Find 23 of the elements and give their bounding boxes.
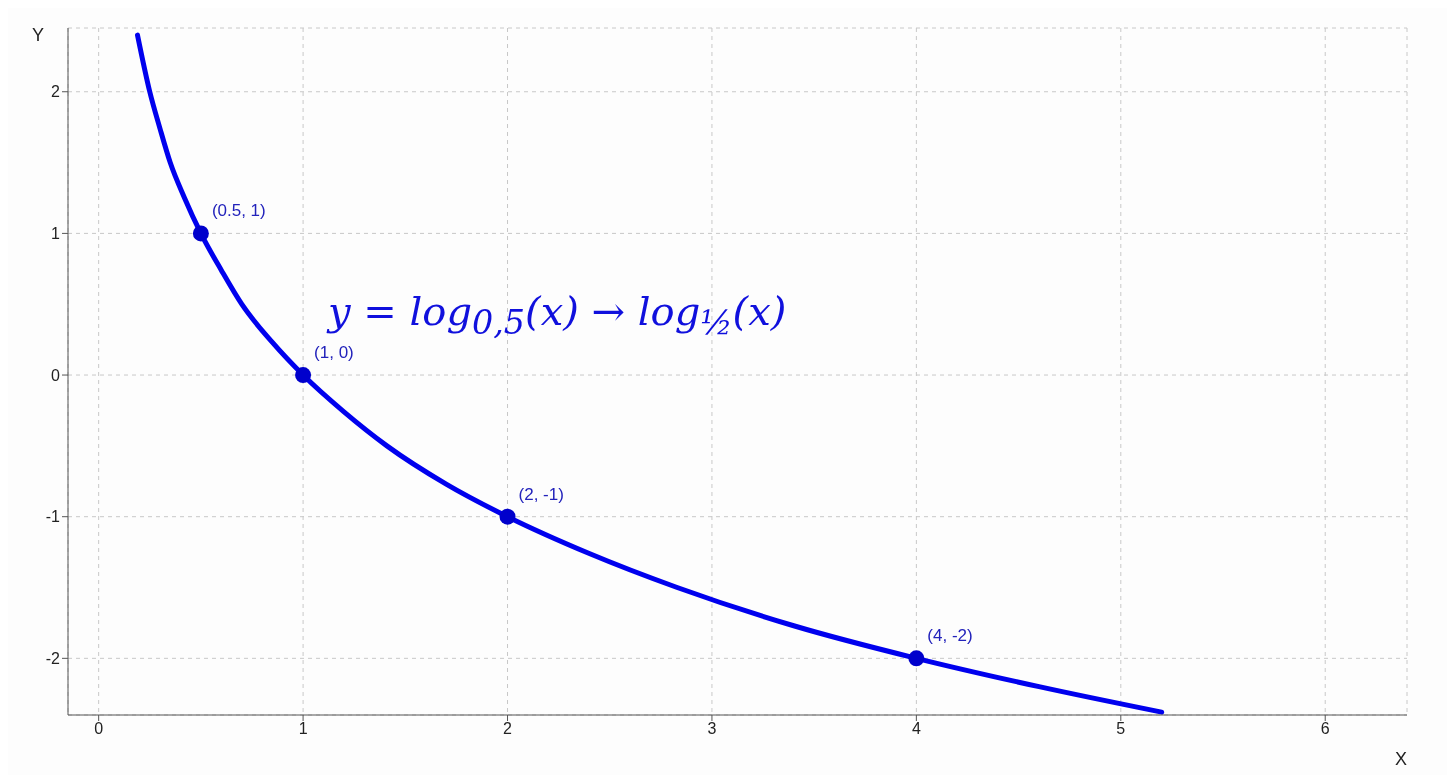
annotation: (4, -2)	[927, 626, 973, 646]
y-tick-label: 1	[51, 225, 61, 243]
annotation: (2, -1)	[518, 484, 564, 504]
point	[499, 508, 516, 525]
point	[908, 650, 925, 667]
x-tick-label: 2	[503, 720, 513, 738]
x-tick-label: 3	[707, 720, 717, 738]
point	[192, 225, 209, 242]
y-axis-title: Y	[32, 24, 45, 45]
x-axis-title: X	[1394, 749, 1407, 769]
annotation: (1, 0)	[314, 343, 354, 363]
x-tick-label: 4	[911, 720, 921, 738]
x-tick-label: 0	[94, 720, 104, 738]
x-tick-label: 5	[1116, 720, 1126, 738]
x-tick-label: 6	[1320, 720, 1330, 738]
y-tick-label: 0	[51, 366, 61, 384]
y-tick-label: -2	[45, 650, 61, 668]
annotation: (0.5, 1)	[211, 201, 266, 221]
y-tick-label: -1	[45, 508, 61, 526]
annotation: y = log$_{0,5}$(x) → log$_{½}$(x)	[328, 288, 787, 342]
x-tick-label: 1	[298, 720, 308, 738]
y-tick-label: 2	[51, 83, 61, 101]
point	[295, 367, 312, 384]
